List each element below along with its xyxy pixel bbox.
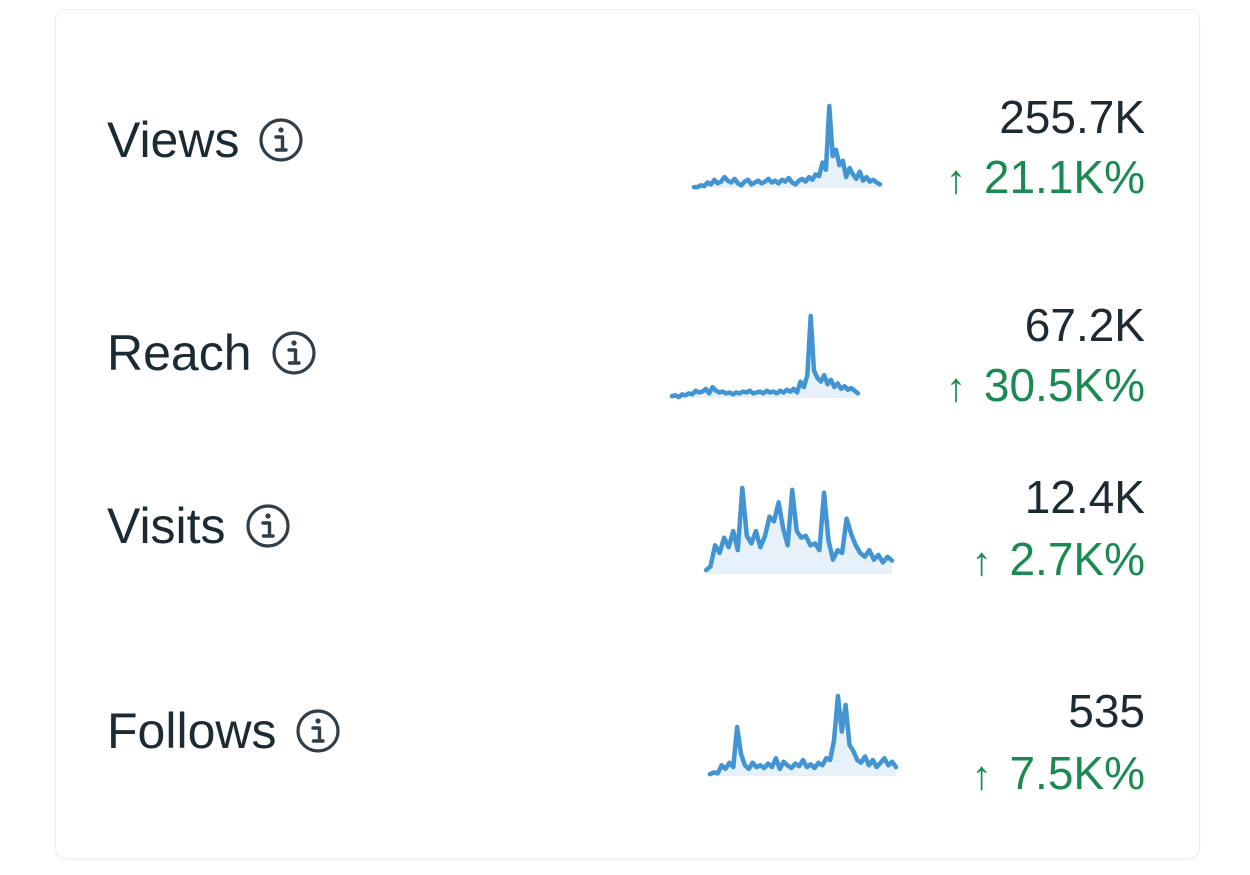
sparkline-line [691, 103, 883, 190]
metric-row-reach[interactable]: Reach 67.2K ↑ 30.5K% [56, 220, 1199, 411]
change-percent: 21.1K% [983, 151, 1145, 203]
sparkline-reach [669, 313, 861, 400]
metric-value-follows: 535 [1068, 685, 1145, 737]
metric-change-follows: ↑ 7.5K% [971, 746, 1145, 803]
metric-value-visits: 12.4K [1024, 471, 1145, 523]
metric-change-reach: ↑ 30.5K% [946, 358, 1145, 415]
sparkline-area [694, 106, 880, 188]
metric-value-reach: 67.2K [1024, 299, 1145, 351]
metric-name: Reach [107, 325, 252, 381]
sparkline-area [672, 316, 858, 398]
up-arrow-icon: ↑ [971, 540, 992, 584]
sparkline-line [703, 485, 895, 573]
change-percent: 2.7K% [1009, 533, 1145, 585]
info-circle-icon[interactable] [244, 502, 292, 550]
metric-name: Views [107, 112, 240, 168]
metric-value-views: 255.7K [999, 91, 1145, 143]
metric-row-visits[interactable]: Visits 12.4K ↑ 2.7K% [56, 410, 1199, 610]
sparkline-line [669, 313, 861, 400]
metric-name: Follows [107, 703, 277, 759]
change-percent: 7.5K% [1009, 747, 1145, 799]
sparkline-follows [707, 693, 899, 777]
sparkline-area [710, 696, 896, 776]
info-circle-icon[interactable] [294, 707, 342, 755]
metric-label-visits[interactable]: Visits [107, 496, 292, 556]
metric-label-follows[interactable]: Follows [107, 701, 342, 761]
sparkline-area [706, 488, 892, 574]
sparkline-visits [703, 485, 895, 574]
metric-change-views: ↑ 21.1K% [946, 150, 1145, 207]
metric-change-visits: ↑ 2.7K% [971, 532, 1145, 589]
info-circle-icon[interactable] [257, 116, 305, 164]
metric-row-follows[interactable]: Follows 535 ↑ 7.5K% [56, 610, 1199, 858]
metric-label-reach[interactable]: Reach [107, 323, 318, 383]
metrics-card: Views 255.7K ↑ 21.1K% Reach 67.2K ↑ 30.5K% [56, 10, 1199, 858]
sparkline-views [691, 103, 883, 190]
metric-row-views[interactable]: Views 255.7K ↑ 21.1K% [56, 10, 1199, 220]
change-percent: 30.5K% [983, 359, 1145, 411]
up-arrow-icon: ↑ [945, 366, 966, 410]
sparkline-line [707, 693, 899, 777]
up-arrow-icon: ↑ [945, 158, 966, 202]
up-arrow-icon: ↑ [971, 754, 992, 798]
metric-label-views[interactable]: Views [107, 110, 305, 170]
info-circle-icon[interactable] [270, 329, 318, 377]
metric-name: Visits [107, 498, 226, 554]
